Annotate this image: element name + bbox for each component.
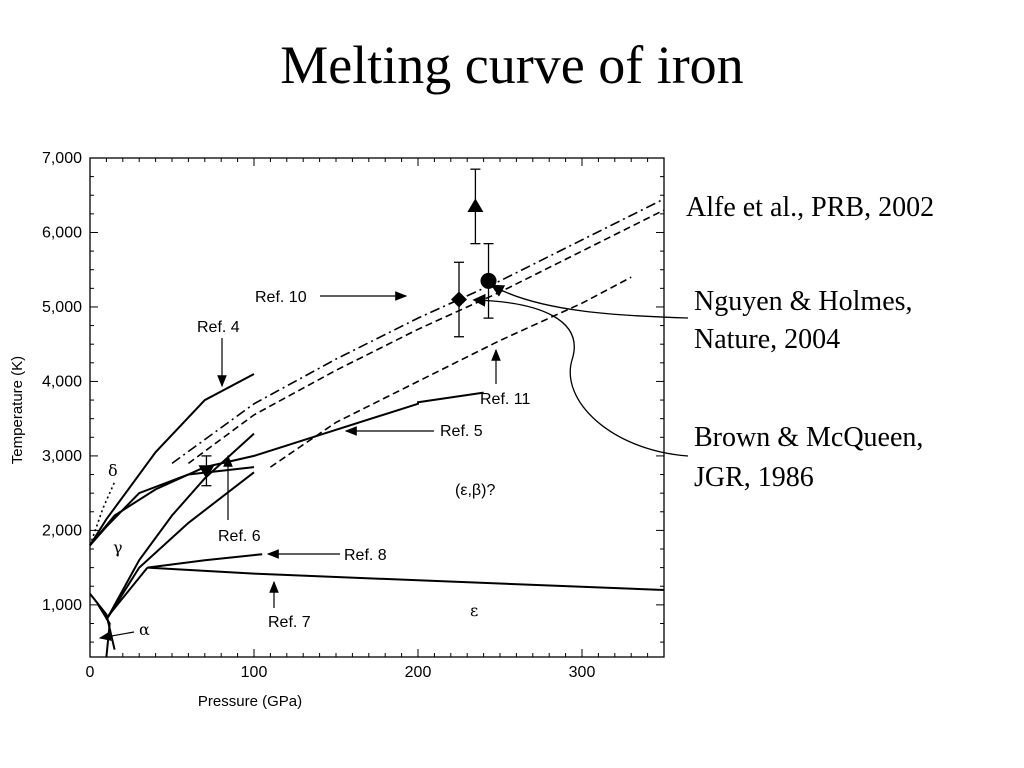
plot-border	[89, 157, 665, 658]
series-line-11	[171, 198, 665, 465]
series-line-10	[105, 566, 149, 619]
x-tick-label: 300	[569, 664, 596, 681]
x-axis-title: Pressure (GPa)	[198, 693, 302, 710]
annotation-ref-10: Ref. 10	[255, 289, 307, 306]
y-tick-label: 7,000	[42, 150, 82, 167]
tick-labels: 0 100 200 300 1,000 2,000 3,000 4,000 5,000 6,000…	[42, 150, 595, 681]
phase-label-delta: δ	[108, 461, 118, 480]
annotation-ref-5: Ref. 5	[440, 423, 483, 440]
series-line-6	[147, 553, 263, 569]
slide-title: Melting curve of iron	[280, 35, 744, 95]
series-line-5	[105, 471, 255, 621]
phase-label-epsilon: ε	[470, 601, 478, 620]
series-layer	[89, 198, 665, 658]
annotation-epsilon-beta: (ε,β)?	[455, 482, 495, 499]
marker-circle	[480, 272, 497, 289]
y-tick-label: 6,000	[42, 224, 82, 241]
series-line-9	[97, 604, 111, 658]
y-tick-label: 2,000	[42, 522, 82, 539]
marker-diamond	[451, 291, 467, 308]
annotation-ref-7: Ref. 7	[268, 614, 311, 631]
phase-label-alpha: α	[139, 620, 150, 639]
y-tick-label: 4,000	[42, 373, 82, 390]
x-tick-label: 0	[86, 664, 95, 681]
label-brown-line2: JGR, 1986	[694, 462, 814, 493]
y-tick-label: 1,000	[42, 597, 82, 614]
series-line-12	[187, 209, 665, 465]
series-line-13	[269, 276, 632, 468]
arrow-alpha	[98, 631, 135, 641]
series-line-8	[89, 593, 116, 650]
marker-triangle-down	[198, 465, 215, 479]
label-alfe: Alfe et al., PRB, 2002	[686, 192, 935, 223]
y-tick-label: 3,000	[42, 448, 82, 465]
axis-ticks	[89, 157, 665, 657]
annotation-ref-6: Ref. 6	[218, 528, 261, 545]
marker-triangle-up	[467, 198, 484, 213]
label-nguyen-line1: Nguyen & Holmes,	[694, 286, 913, 317]
plot-frame	[89, 157, 665, 658]
y-axis-title: Temperature (K)	[9, 356, 26, 464]
series-line-7	[147, 566, 665, 591]
series-line-3	[105, 432, 255, 621]
series-line-1	[89, 373, 255, 546]
x-tick-label: 100	[241, 664, 268, 681]
label-brown-line1: Brown & McQueen,	[694, 422, 924, 453]
annotation-ref-4: Ref. 4	[197, 319, 240, 336]
annotation-ref-8: Ref. 8	[344, 547, 387, 564]
annotation-arrows	[98, 291, 501, 641]
melting-curve-chart: 0 100 200 300 1,000 2,000 3,000 4,000 5,000 6,000…	[9, 150, 665, 710]
x-tick-label: 200	[405, 664, 432, 681]
annotation-ref-11: Ref. 11	[480, 391, 531, 408]
y-tick-label: 5,000	[42, 299, 82, 316]
label-nguyen-line2: Nature, 2004	[694, 324, 841, 355]
phase-label-gamma: γ	[113, 538, 123, 557]
series-line-2	[89, 391, 484, 546]
